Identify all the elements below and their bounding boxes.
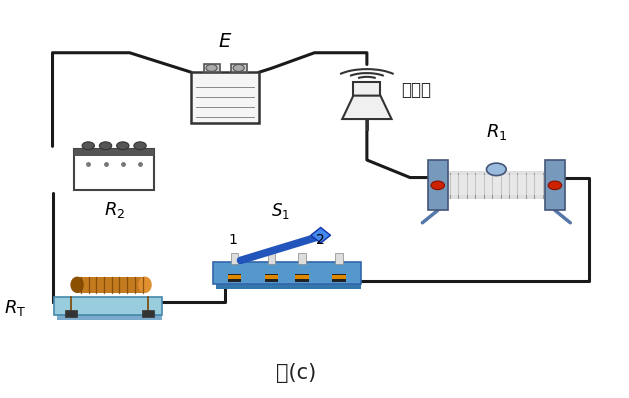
- FancyBboxPatch shape: [268, 254, 275, 264]
- Polygon shape: [342, 96, 392, 119]
- FancyBboxPatch shape: [74, 149, 154, 156]
- Circle shape: [99, 142, 112, 150]
- FancyBboxPatch shape: [299, 254, 306, 264]
- Text: 报警器: 报警器: [401, 81, 431, 99]
- Text: 图(c): 图(c): [276, 363, 316, 382]
- FancyBboxPatch shape: [265, 274, 278, 282]
- Ellipse shape: [70, 277, 84, 293]
- FancyBboxPatch shape: [332, 275, 346, 279]
- Circle shape: [82, 142, 94, 150]
- Text: $R_2$: $R_2$: [104, 200, 125, 220]
- FancyBboxPatch shape: [296, 274, 309, 282]
- FancyBboxPatch shape: [265, 275, 278, 279]
- FancyBboxPatch shape: [228, 275, 241, 279]
- FancyBboxPatch shape: [57, 314, 162, 320]
- FancyBboxPatch shape: [332, 274, 346, 282]
- Ellipse shape: [138, 277, 152, 293]
- FancyBboxPatch shape: [228, 274, 241, 282]
- FancyBboxPatch shape: [142, 310, 154, 317]
- FancyBboxPatch shape: [335, 254, 343, 264]
- FancyBboxPatch shape: [428, 160, 448, 210]
- Circle shape: [431, 181, 445, 189]
- Circle shape: [548, 181, 562, 189]
- FancyBboxPatch shape: [545, 160, 565, 210]
- Circle shape: [486, 163, 506, 176]
- FancyBboxPatch shape: [65, 310, 77, 317]
- FancyBboxPatch shape: [353, 82, 381, 96]
- FancyBboxPatch shape: [440, 175, 552, 195]
- FancyBboxPatch shape: [231, 254, 238, 264]
- Text: 2: 2: [316, 233, 325, 247]
- Circle shape: [206, 64, 217, 72]
- Circle shape: [134, 142, 146, 150]
- FancyBboxPatch shape: [216, 283, 361, 289]
- Circle shape: [116, 142, 129, 150]
- FancyBboxPatch shape: [213, 262, 361, 284]
- Text: $E$: $E$: [218, 33, 232, 51]
- FancyBboxPatch shape: [438, 171, 555, 199]
- Polygon shape: [311, 228, 330, 243]
- Text: $R_1$: $R_1$: [486, 122, 507, 142]
- Text: $S_1$: $S_1$: [271, 201, 290, 221]
- Text: $R_{\mathrm{T}}$: $R_{\mathrm{T}}$: [4, 298, 26, 318]
- FancyBboxPatch shape: [191, 72, 259, 123]
- FancyBboxPatch shape: [77, 277, 145, 293]
- FancyBboxPatch shape: [296, 275, 309, 279]
- Circle shape: [233, 64, 244, 72]
- Text: 1: 1: [228, 233, 237, 247]
- FancyBboxPatch shape: [74, 149, 154, 190]
- FancyBboxPatch shape: [231, 64, 247, 72]
- FancyBboxPatch shape: [54, 297, 162, 315]
- FancyBboxPatch shape: [204, 64, 220, 72]
